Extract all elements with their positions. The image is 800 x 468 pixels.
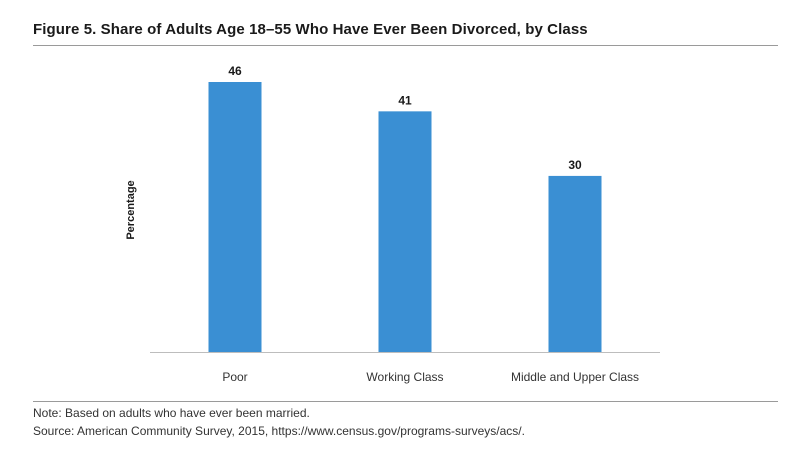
value-labels-group: 46 41 30 (228, 64, 582, 172)
bar-middle-and-upper-class (548, 175, 602, 352)
chart-source: Source: American Community Survey, 2015,… (33, 424, 525, 438)
category-label: Working Class (366, 370, 443, 384)
value-label: 41 (398, 93, 412, 107)
title-divider (33, 45, 778, 46)
chart-note: Note: Based on adults who have ever been… (33, 406, 310, 420)
bar-poor (208, 82, 262, 352)
category-labels-group: Poor Working Class Middle and Upper Class (222, 370, 639, 384)
value-label: 30 (568, 158, 582, 172)
figure-title: Figure 5. Share of Adults Age 18–55 Who … (33, 21, 588, 38)
category-label: Poor (222, 370, 247, 384)
bars-group (208, 82, 602, 352)
notes-divider (33, 401, 778, 402)
bar-working-class (378, 111, 432, 352)
category-label: Middle and Upper Class (511, 370, 639, 384)
value-label: 46 (228, 64, 242, 78)
